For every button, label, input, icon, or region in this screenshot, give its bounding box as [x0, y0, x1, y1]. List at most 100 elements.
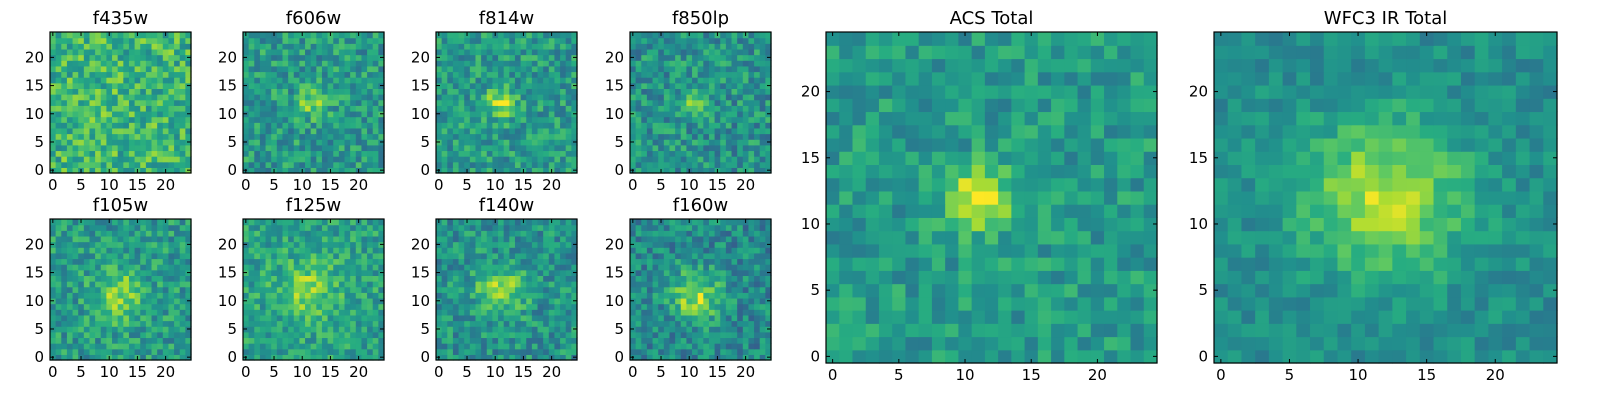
heatmap-cell: [55, 219, 62, 226]
heatmap-cell: [128, 110, 136, 118]
heatmap-cell: [72, 94, 79, 101]
heatmap-cell: [55, 105, 62, 112]
heatmap-cell: [452, 235, 460, 243]
heatmap-cell: [669, 303, 676, 310]
heatmap-cell: [83, 286, 91, 293]
heatmap-cell: [543, 122, 550, 129]
heatmap-cell: [299, 309, 306, 316]
heatmap-cell: [61, 230, 68, 237]
heatmap-cell: [492, 105, 499, 112]
heatmap-cell: [737, 65, 744, 73]
heatmap-cell: [481, 105, 488, 112]
heatmap-cell: [66, 326, 74, 333]
heatmap-cell: [452, 252, 460, 260]
heatmap-cell: [742, 133, 750, 140]
heatmap-cell: [458, 303, 465, 310]
heatmap-cell: [554, 127, 561, 135]
heatmap-cell: [759, 337, 766, 344]
heatmap-cell: [305, 82, 312, 89]
heatmap-cell: [61, 331, 68, 339]
heatmap-cell: [344, 144, 351, 152]
heatmap-cell: [565, 286, 572, 293]
heatmap-cell: [248, 65, 255, 73]
heatmap-cell: [503, 156, 510, 163]
heatmap-cell: [503, 348, 510, 355]
heatmap-cell: [185, 314, 192, 322]
heatmap-cell: [140, 65, 147, 73]
heatmap-cell: [680, 292, 687, 299]
heatmap-cell: [675, 156, 682, 163]
heatmap-cell: [748, 105, 755, 112]
heatmap-cell: [565, 343, 572, 350]
heatmap-cell: [259, 133, 267, 140]
heatmap-cell: [372, 326, 379, 333]
heatmap-cell: [117, 139, 124, 146]
heatmap-cell: [361, 99, 368, 106]
heatmap-cell: [288, 32, 295, 39]
heatmap-cell: [514, 116, 522, 123]
heatmap-cell: [697, 105, 704, 112]
heatmap-cell: [372, 167, 379, 174]
heatmap-cell: [350, 105, 357, 112]
heatmap-cell: [140, 337, 147, 344]
heatmap-cell: [537, 133, 544, 140]
heatmap-cell: [725, 99, 733, 106]
heatmap-cell: [151, 348, 158, 355]
heatmap-cell: [703, 297, 710, 305]
heatmap-cell: [367, 167, 374, 174]
heatmap-cell: [731, 82, 738, 89]
heatmap-cell: [338, 110, 346, 118]
heatmap-cell: [254, 241, 261, 248]
heatmap-cell: [151, 264, 158, 271]
heatmap-cell: [338, 88, 346, 95]
heatmap-cell: [123, 161, 130, 168]
heatmap-cell: [174, 314, 181, 322]
heatmap-cell: [157, 122, 164, 129]
heatmap-cell: [316, 127, 323, 135]
heatmap-cell: [83, 139, 91, 146]
heatmap-cell: [367, 139, 374, 146]
heatmap-cell: [531, 94, 539, 101]
heatmap-cell: [635, 105, 642, 112]
heatmap-cell: [548, 343, 556, 350]
heatmap-cell: [560, 37, 567, 44]
heatmap-cell: [265, 133, 272, 140]
heatmap-cell: [106, 292, 113, 299]
heatmap-cell: [481, 156, 488, 163]
heatmap-cell: [78, 71, 85, 78]
heatmap-cell: [282, 326, 289, 333]
heatmap-cell: [50, 258, 57, 265]
heatmap-cell: [265, 269, 272, 276]
heatmap-cell: [89, 235, 96, 243]
heatmap-cell: [720, 60, 727, 67]
heatmap-cell: [259, 235, 267, 243]
heatmap-cell: [259, 156, 267, 163]
heatmap-cell: [526, 348, 533, 355]
heatmap-cell: [145, 71, 153, 78]
heatmap-cell: [565, 252, 572, 260]
heatmap-cell: [282, 150, 289, 157]
heatmap-cell: [554, 314, 561, 322]
heatmap-cell: [560, 320, 567, 327]
heatmap-cell: [327, 292, 334, 299]
heatmap-cell: [509, 264, 516, 271]
heatmap-cell: [436, 116, 443, 123]
heatmap-cell: [514, 167, 522, 174]
heatmap-cell: [441, 82, 448, 89]
heatmap-cell: [708, 348, 716, 355]
heatmap-cell: [537, 105, 544, 112]
heatmap-cell: [560, 133, 567, 140]
heatmap-cell: [498, 139, 505, 146]
heatmap-cell: [123, 71, 130, 78]
heatmap-cell: [509, 258, 516, 265]
heatmap-cell: [112, 224, 119, 231]
y-tick-label: 15: [218, 77, 237, 95]
heatmap-cell: [61, 150, 68, 157]
heatmap-cell: [55, 348, 62, 355]
heatmap-cell: [327, 286, 334, 293]
heatmap-cell: [675, 337, 682, 344]
heatmap-cell: [737, 32, 744, 39]
heatmap-cell: [652, 127, 659, 135]
heatmap-cell: [458, 77, 465, 84]
heatmap-cell: [669, 144, 676, 152]
